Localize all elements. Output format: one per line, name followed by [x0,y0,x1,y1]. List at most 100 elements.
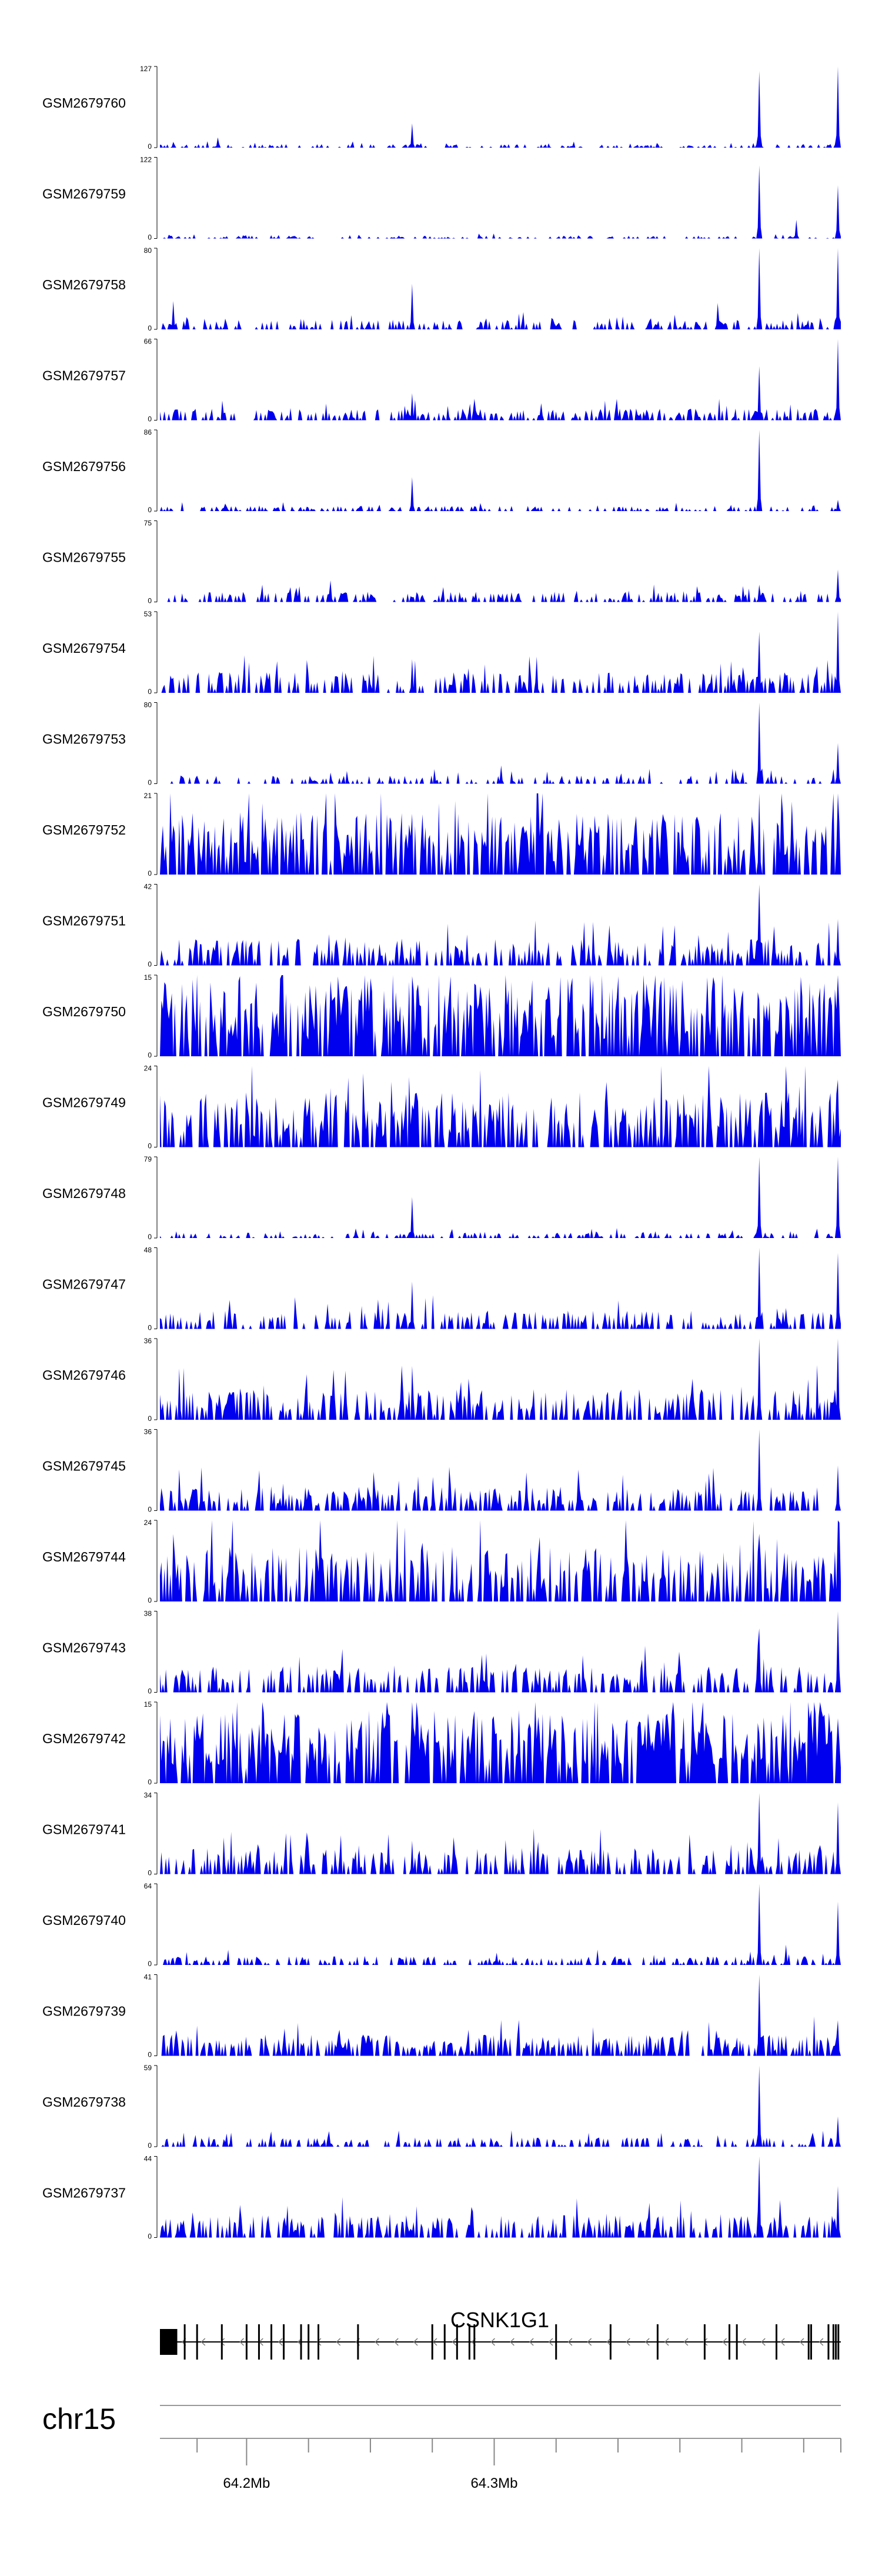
strand-arrow [394,2338,399,2346]
track-ymin-label: 0 [148,869,152,877]
coverage-area [160,1702,841,1783]
track-label: GSM2679749 [42,1095,126,1110]
track-GSM2679751: GSM2679751 42 0 [42,883,841,969]
track-label: GSM2679744 [42,1549,126,1564]
track-ymax-label: 86 [144,428,152,436]
gene-exon [835,2324,837,2360]
track-GSM2679740: GSM2679740 64 0 [42,1882,841,1968]
gene-exon [357,2324,359,2360]
track-ymax-label: 80 [144,246,152,255]
track-GSM2679750: GSM2679750 15 0 [42,973,841,1059]
strand-arrow [761,2338,766,2346]
coverage-area [160,1339,841,1420]
track-ymax-label: 48 [144,1246,152,1254]
track-label: GSM2679756 [42,459,126,474]
track-label: GSM2679752 [42,822,126,837]
track-GSM2679737: GSM2679737 44 0 [42,2155,841,2241]
strand-arrow [510,2338,514,2346]
track-ymin-label: 0 [148,1414,152,1423]
strand-arrow [645,2338,650,2346]
track-label: GSM2679755 [42,550,126,565]
chromosome-track: chr15 [42,2403,841,2435]
track-ymin-label: 0 [148,1687,152,1696]
track-GSM2679744: GSM2679744 24 0 [42,1519,841,1604]
strand-arrow [567,2338,573,2346]
gene-exon [308,2324,310,2360]
track-label: GSM2679750 [42,1004,126,1019]
strand-arrow [316,2338,322,2346]
coverage-area [160,1611,841,1693]
track-ymin-label: 0 [148,1506,152,1514]
axis-tick-label: 64.2Mb [223,2475,270,2491]
gene-exon [729,2324,731,2360]
track-GSM2679738: GSM2679738 59 0 [42,2064,841,2150]
strand-arrow [490,2338,495,2346]
track-ymax-label: 34 [144,1791,152,1800]
gene-exon [827,2324,830,2360]
track-GSM2679743: GSM2679743 38 0 [42,1610,841,1696]
strand-arrow [799,2338,804,2346]
coverage-area [160,702,841,784]
gene-exon [443,2324,446,2360]
strand-arrow [587,2338,592,2346]
track-label: GSM2679737 [42,2185,126,2201]
strand-arrow [683,2338,689,2346]
track-ymax-label: 44 [144,2155,152,2163]
track-label: GSM2679753 [42,732,126,747]
gene-exon [736,2324,738,2360]
track-label: GSM2679757 [42,368,126,383]
coverage-area [160,430,841,511]
strand-arrow [722,2338,727,2346]
track-GSM2679745: GSM2679745 36 0 [42,1428,841,1514]
track-label: GSM2679759 [42,186,126,202]
coverage-area [160,1884,841,1965]
coverage-area [160,1157,841,1238]
track-ymax-label: 59 [144,2064,152,2072]
coverage-area [160,1066,841,1147]
coverage-area [160,569,841,602]
gene-exon [609,2324,612,2360]
track-label: GSM2679745 [42,1459,126,1474]
strand-arrow [201,2338,206,2346]
strand-arrow [741,2338,746,2346]
strand-arrow [703,2338,708,2346]
genome-axis: 64.2Mb 64.3Mb [160,2438,841,2491]
track-GSM2679754: GSM2679754 53 0 [42,610,841,696]
track-ymin-label: 0 [148,233,152,242]
track-GSM2679746: GSM2679746 36 0 [42,1337,841,1423]
track-ymin-label: 0 [148,2233,152,2241]
chromosome-label: chr15 [42,2403,116,2435]
track-GSM2679756: GSM2679756 86 0 [42,428,841,514]
gene-exon [473,2324,476,2360]
track-GSM2679759: GSM2679759 122 0 [42,156,841,242]
track-GSM2679747: GSM2679747 48 0 [42,1246,841,1332]
coverage-area [160,1429,841,1511]
track-label: GSM2679743 [42,1640,126,1656]
track-ymax-label: 36 [144,1428,152,1436]
track-ymin-label: 0 [148,1051,152,1059]
coverage-area [160,975,841,1056]
track-label: GSM2679748 [42,1186,126,1201]
track-ymax-label: 79 [144,1155,152,1163]
track-label: GSM2679739 [42,2004,126,2019]
track-ymin-label: 0 [148,1233,152,1241]
track-GSM2679758: GSM2679758 80 0 [42,246,841,332]
coverage-area [160,2156,841,2238]
track-label: GSM2679747 [42,1277,126,1292]
gene-exon [807,2324,810,2360]
track-ymax-label: 66 [144,338,152,346]
track-ymax-label: 24 [144,1065,152,1073]
track-ymax-label: 41 [144,1973,152,1981]
track-ymin-label: 0 [148,1324,152,1332]
strand-arrow [278,2338,283,2346]
gene-exon [656,2324,659,2360]
track-label: GSM2679738 [42,2094,126,2110]
strand-arrow [626,2338,630,2346]
strand-arrow [818,2338,824,2346]
gene-exon [270,2324,272,2360]
track-label: GSM2679741 [42,1822,126,1837]
track-GSM2679757: GSM2679757 66 0 [42,338,841,423]
gene-exon [220,2324,223,2360]
strand-arrow [413,2338,418,2346]
